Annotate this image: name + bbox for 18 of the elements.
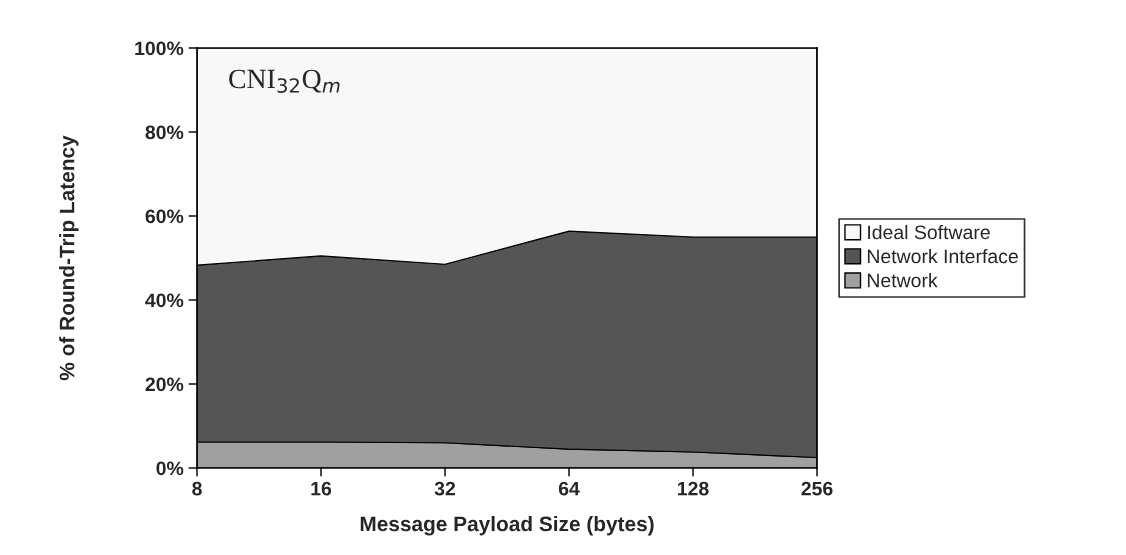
x-tick-label: 64 [558, 481, 580, 496]
legend-label: Network Interface [867, 248, 1018, 264]
x-tick-label: 32 [434, 481, 456, 496]
y-tick-label: 40% [145, 293, 184, 308]
y-axis-title: % of Round-Trip Latency [59, 135, 79, 381]
y-tick-label: 0% [156, 461, 184, 476]
y-tick-label: 80% [145, 125, 184, 140]
annotation: CNI$_{32}$Q$_{m}$ [229, 69, 340, 93]
y-tick-label: 60% [145, 209, 184, 224]
y-tick-label: 100% [135, 41, 184, 56]
x-tick-label: 8 [192, 481, 202, 496]
legend-label: Ideal Software [868, 224, 990, 240]
x-tick-label: 16 [311, 481, 332, 496]
legend-label: Network [867, 273, 938, 288]
x-tick-label: 128 [678, 481, 709, 496]
y-tick-label: 20% [145, 377, 184, 392]
x-tick-label: 256 [801, 481, 833, 496]
x-axis-title: Message Payload Size (bytes) [360, 515, 654, 536]
